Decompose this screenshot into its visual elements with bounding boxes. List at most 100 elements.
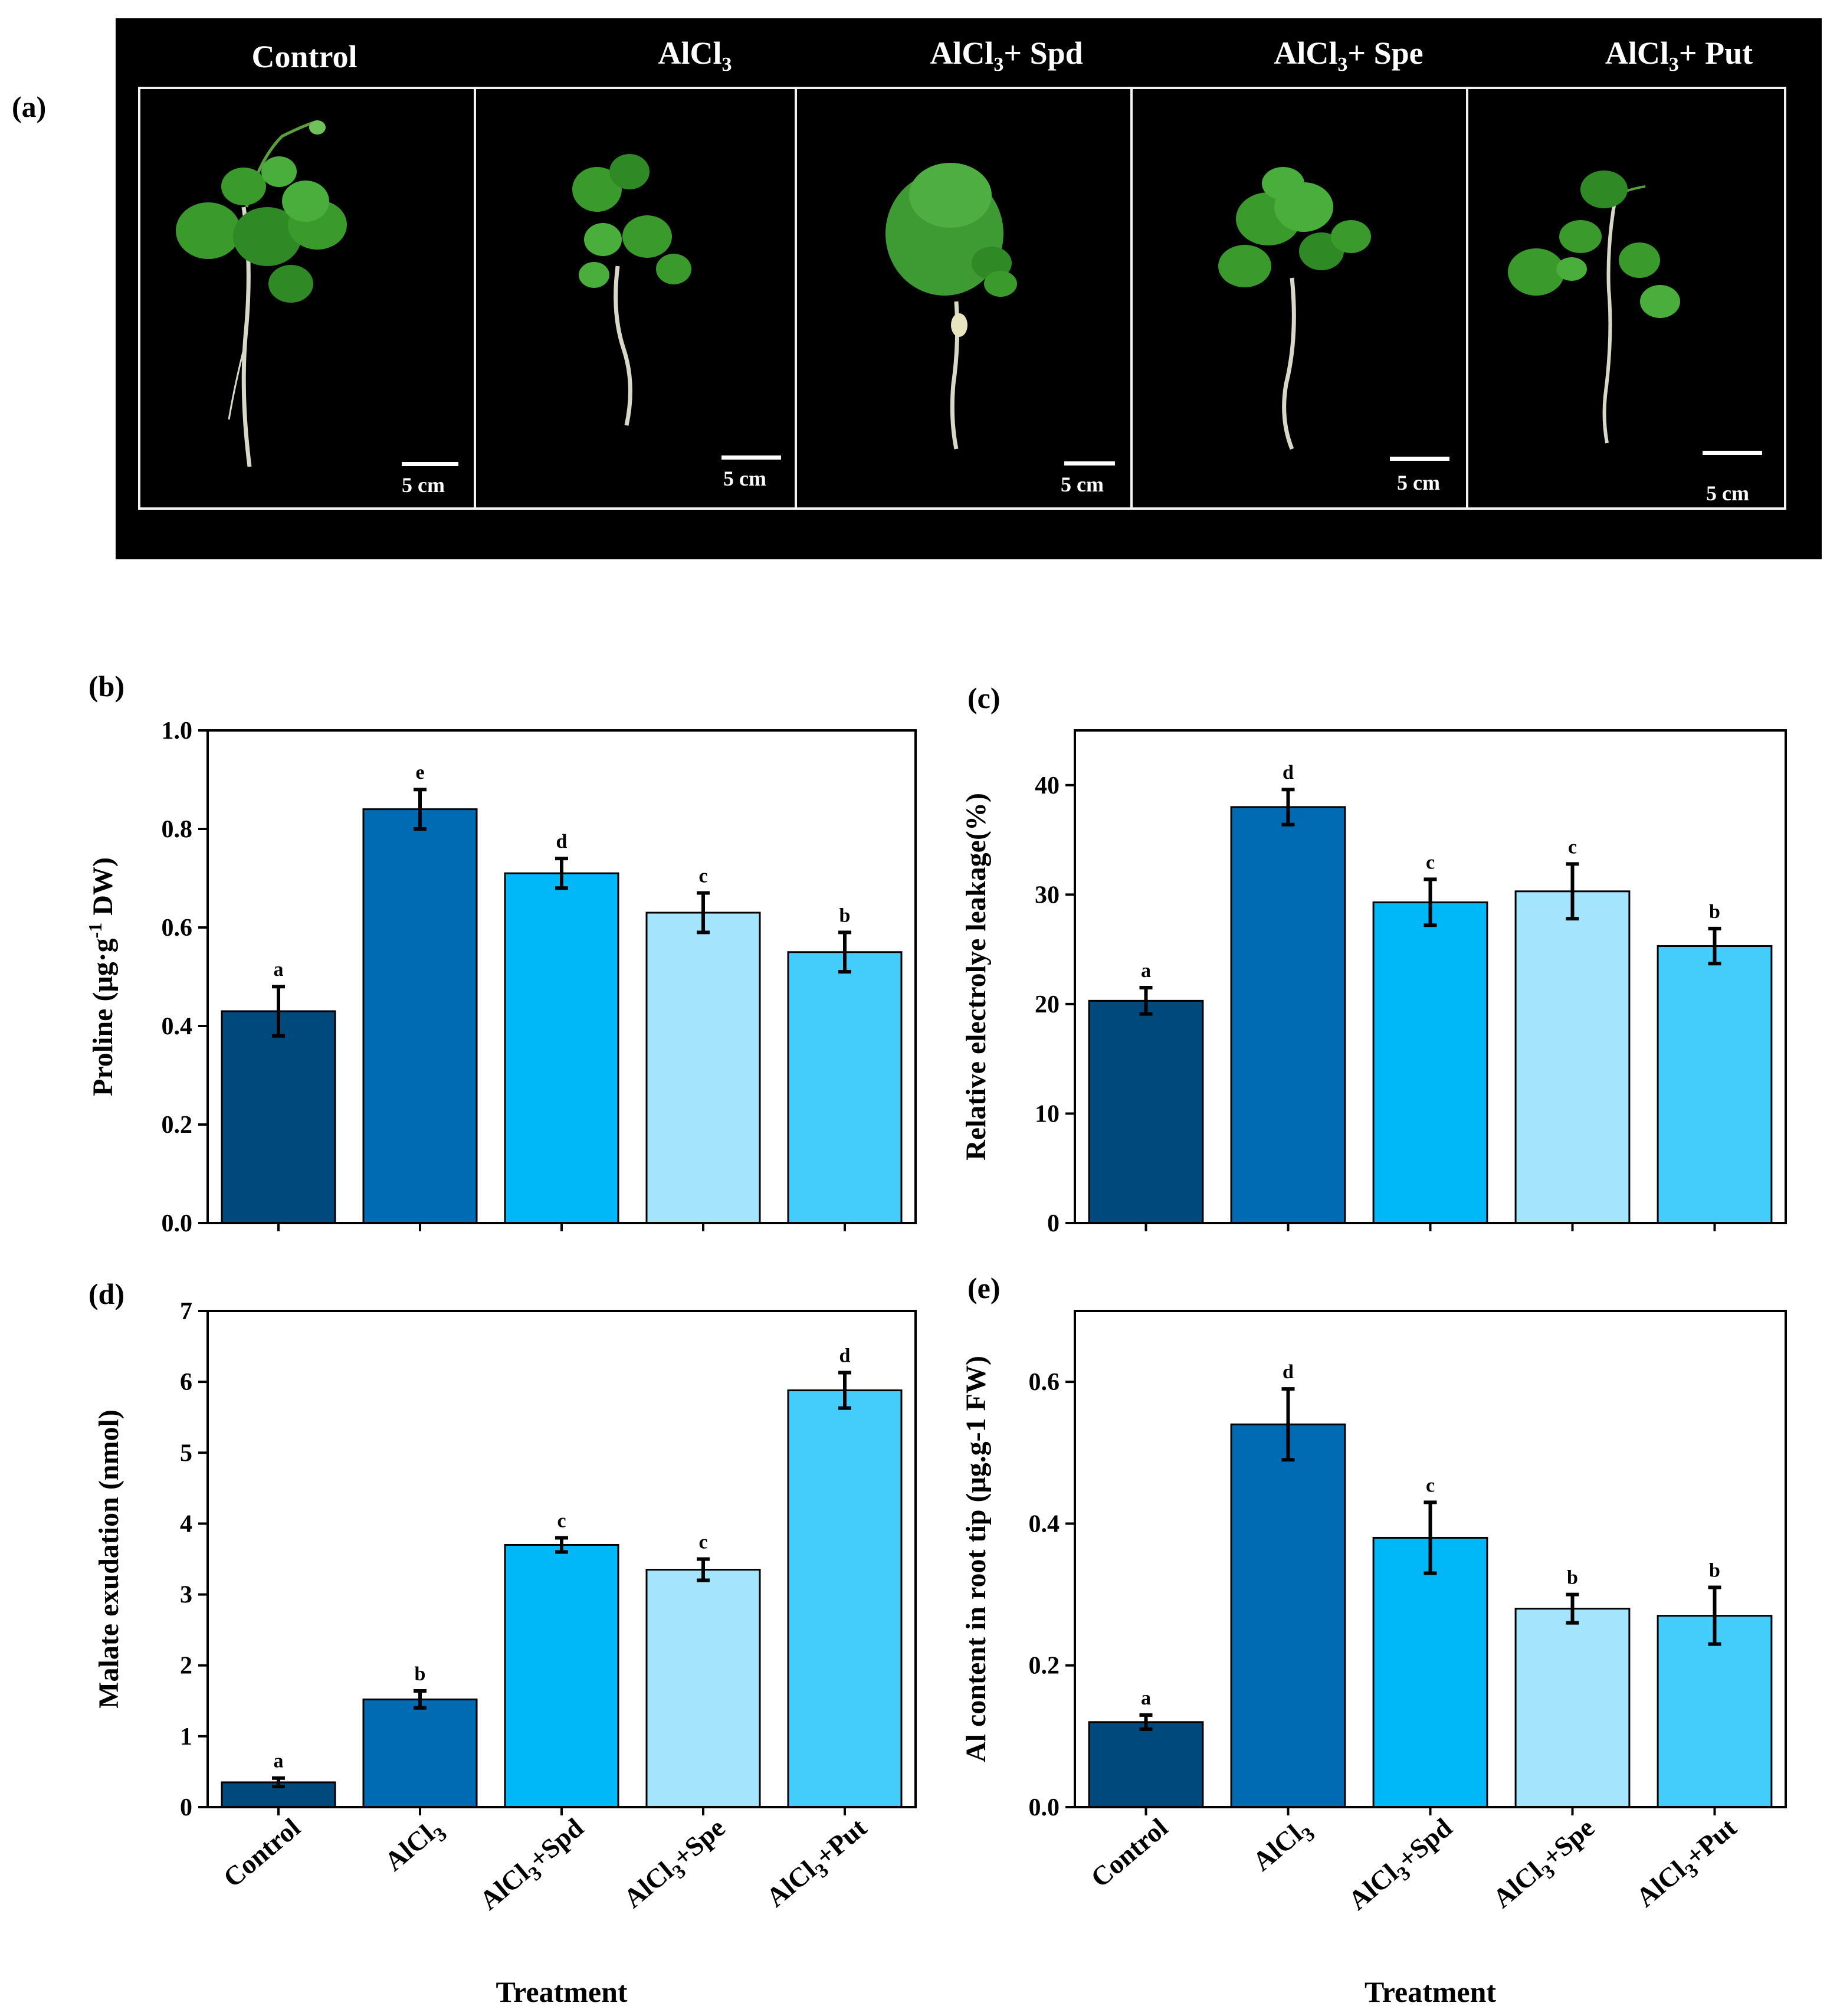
significance-letter-e-0: a: [1141, 1687, 1151, 1709]
significance-letter-c-4: b: [1709, 901, 1720, 923]
significance-letter-d-1: b: [415, 1663, 426, 1685]
y-tick-label-d-7: 7: [180, 1298, 192, 1325]
y-tick-label-b-1: 0.2: [162, 1112, 193, 1139]
panel-label-b: (b): [88, 670, 124, 703]
significance-letter-d-2: c: [557, 1510, 566, 1532]
bar-b-2: [504, 872, 619, 1224]
x-axis-title-d: Treatment: [496, 1975, 627, 2008]
x-category-label-e-4: AlCl3+Put: [1631, 1812, 1746, 1917]
bar-b-3: [645, 912, 761, 1224]
plant-photo-strip: Control AlCl3 AlCl3+ Spd AlCl3+ Spe AlCl…: [116, 18, 1822, 559]
significance-letter-b-1: e: [415, 762, 424, 784]
significance-letter-d-3: c: [698, 1532, 707, 1553]
y-tick-label-e-0: 0.0: [1029, 1794, 1060, 1821]
y-tick-label-c-1: 10: [1035, 1100, 1060, 1127]
scale-bar-alcl3: [721, 455, 781, 460]
significance-letter-e-1: d: [1283, 1361, 1294, 1383]
x-axis-title-e: Treatment: [1365, 1975, 1496, 2008]
y-tick-label-d-6: 6: [180, 1369, 192, 1396]
condition-title-control: Control: [251, 39, 357, 74]
y-tick-label-d-4: 4: [180, 1510, 192, 1538]
bar-d-4: [787, 1389, 903, 1808]
y-tick-label-d-0: 0: [180, 1794, 192, 1821]
significance-letter-e-2: c: [1426, 1474, 1435, 1496]
x-category-label-d-4: AlCl3+Put: [760, 1812, 876, 1917]
photo-cell-alcl3-put: [1466, 87, 1786, 510]
x-category-label-e-2: AlCl3+Spd: [1343, 1812, 1462, 1920]
bar-d-2: [504, 1543, 619, 1808]
x-category-label-e-1: AlCl3: [1247, 1812, 1320, 1881]
scale-bar-alcl3-put: [1703, 451, 1762, 455]
plant-alcl3-spd-image: [885, 163, 1017, 450]
bar-b-0: [221, 1010, 336, 1224]
panel-label-c: (c): [967, 681, 1001, 714]
y-axis-title-e: Al content in root tip (μg.g-1 FW): [960, 1356, 992, 1762]
significance-letter-b-0: a: [274, 959, 284, 981]
y-tick-label-d-1: 1: [180, 1723, 192, 1751]
y-tick-label-c-3: 30: [1035, 881, 1060, 909]
y-tick-label-c-2: 20: [1035, 991, 1060, 1018]
bar-d-3: [645, 1569, 761, 1808]
bar-e-0: [1088, 1721, 1204, 1808]
bar-c-3: [1514, 890, 1631, 1224]
x-category-label-d-0: Control: [218, 1812, 306, 1893]
condition-title-alcl3-spd: AlCl3+ Spd: [930, 35, 1083, 76]
significance-letter-e-4: b: [1709, 1560, 1720, 1582]
y-tick-label-b-5: 1.0: [162, 717, 193, 745]
scale-label-alcl3-put: 5 cm: [1706, 481, 1749, 505]
y-tick-label-c-4: 40: [1035, 772, 1060, 799]
plant-alcl3-spe-image: [1218, 167, 1371, 450]
y-tick-label-b-2: 0.4: [162, 1013, 193, 1040]
condition-title-alcl3-put: AlCl3+ Put: [1605, 35, 1753, 76]
x-category-label-d-3: AlCl3+Spe: [618, 1812, 734, 1919]
significance-letter-c-3: c: [1568, 836, 1577, 858]
scale-bar-control: [402, 462, 458, 466]
x-category-label-d-2: AlCl3+Spd: [474, 1812, 593, 1920]
y-tick-label-e-1: 0.2: [1029, 1653, 1060, 1680]
bar-c-4: [1657, 945, 1773, 1224]
y-tick-label-d-2: 2: [180, 1653, 192, 1680]
bar-c-2: [1372, 901, 1488, 1224]
bar-e-3: [1514, 1608, 1631, 1808]
y-axis-title-b: Proline (μg·g-1 DW): [84, 857, 119, 1096]
photo-cell-alcl3: [474, 87, 797, 510]
bar-c-1: [1230, 806, 1346, 1224]
y-tick-label-e-3: 0.6: [1029, 1369, 1060, 1396]
photo-cell-alcl3-spd: [795, 87, 1133, 510]
y-tick-label-c-0: 0: [1047, 1210, 1060, 1237]
significance-letter-b-3: c: [698, 866, 707, 887]
bar-e-4: [1657, 1615, 1773, 1808]
significance-letter-d-0: a: [274, 1751, 284, 1772]
x-category-label-e-0: Control: [1085, 1812, 1173, 1893]
panel-label-d: (d): [88, 1277, 124, 1310]
significance-letter-c-2: c: [1426, 851, 1435, 873]
bar-e-1: [1230, 1423, 1346, 1808]
plant-control-image: [176, 120, 347, 467]
bar-e-2: [1372, 1536, 1488, 1808]
bar-d-1: [362, 1698, 478, 1808]
bar-b-4: [787, 951, 903, 1224]
significance-letter-c-1: d: [1283, 762, 1294, 784]
x-category-label-e-3: AlCl3+Spe: [1487, 1812, 1604, 1919]
y-axis-title-c: Relative electrolye leakage(%): [960, 793, 992, 1161]
y-tick-label-b-4: 0.8: [162, 816, 193, 843]
y-tick-label-d-5: 5: [180, 1440, 192, 1467]
y-tick-label-b-3: 0.6: [162, 914, 193, 942]
scale-label-control: 5 cm: [402, 473, 445, 497]
bar-b-1: [362, 808, 478, 1224]
y-tick-label-d-3: 3: [180, 1582, 192, 1609]
y-axis-title-d: Malate exudation (nmol): [93, 1409, 124, 1709]
significance-letter-b-2: d: [556, 831, 568, 853]
panel-a-label: (a): [12, 90, 47, 123]
y-tick-label-b-0: 0.0: [162, 1210, 193, 1237]
condition-title-alcl3-spe: AlCl3+ Spe: [1274, 35, 1424, 76]
significance-letter-d-4: d: [839, 1345, 851, 1367]
significance-letter-e-3: b: [1567, 1567, 1578, 1589]
scale-bar-alcl3-spe: [1390, 457, 1449, 461]
y-tick-label-e-2: 0.4: [1029, 1510, 1060, 1538]
scale-label-alcl3-spd: 5 cm: [1061, 473, 1104, 496]
plant-alcl3-image: [572, 154, 691, 426]
scale-label-alcl3: 5 cm: [723, 467, 766, 490]
condition-title-alcl3: AlCl3: [658, 35, 732, 76]
